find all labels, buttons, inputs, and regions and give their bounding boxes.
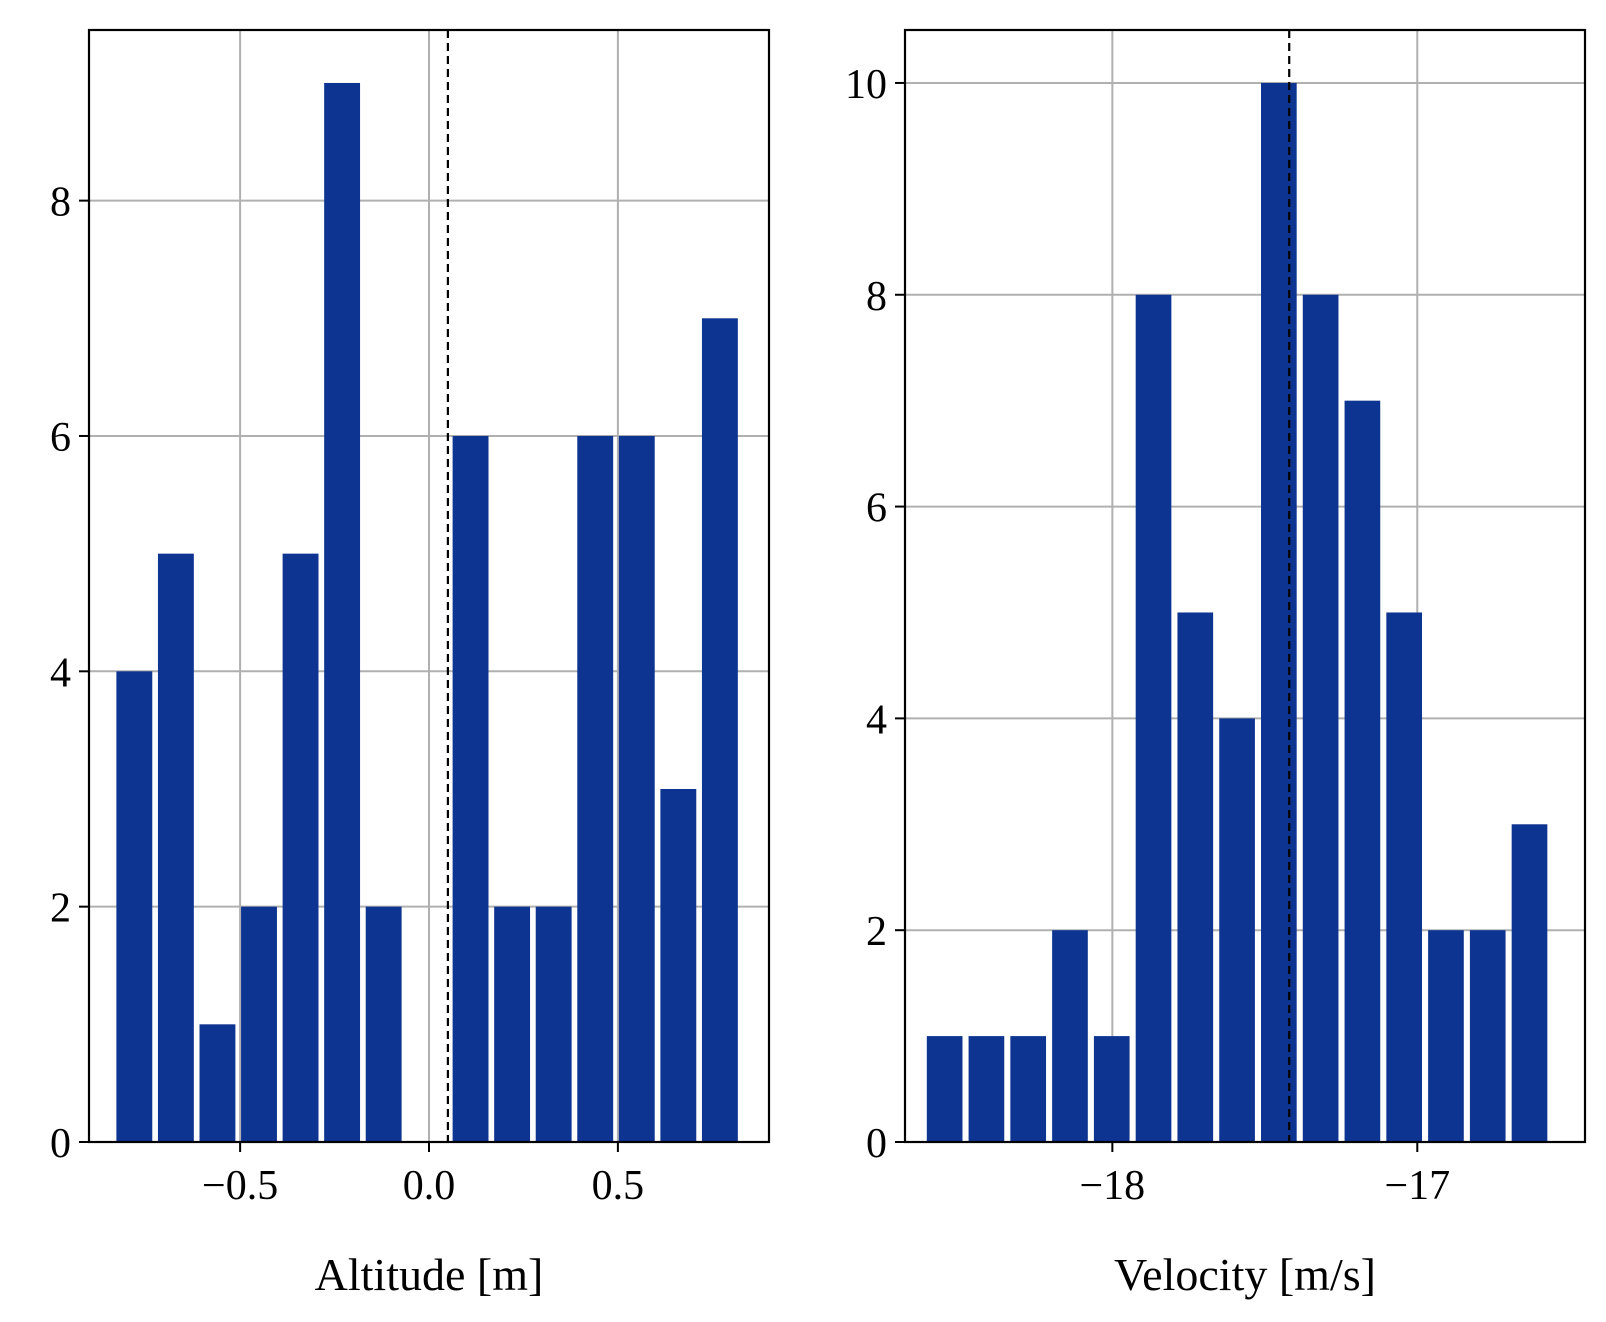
altitude-bar xyxy=(660,788,697,1142)
velocity-bar xyxy=(1469,930,1506,1142)
altitude-bar xyxy=(701,318,738,1143)
velocity-bar xyxy=(1093,1036,1130,1142)
velocity-x-tick-label: −17 xyxy=(1384,1163,1450,1209)
altitude-bar xyxy=(452,435,489,1142)
velocity-bar xyxy=(1052,930,1088,1142)
altitude-y-tick-label: 6 xyxy=(50,415,71,461)
velocity-x-axis-label: Velocity [m/s] xyxy=(1114,1249,1376,1300)
altitude-bar xyxy=(365,906,402,1142)
velocity-bar xyxy=(1135,294,1172,1142)
altitude-bar xyxy=(199,1024,236,1142)
velocity-axes-frame xyxy=(903,28,1587,1144)
altitude-y-tick-label: 4 xyxy=(50,650,71,696)
velocity-y-tick-label: 6 xyxy=(866,486,887,532)
velocity-x-tick-label: −18 xyxy=(1080,1163,1146,1209)
velocity-bar xyxy=(1010,1036,1047,1142)
velocity-bar xyxy=(1428,930,1464,1142)
altitude-bar xyxy=(494,906,531,1142)
altitude-bar xyxy=(618,435,655,1142)
altitude-y-tick-label: 8 xyxy=(50,180,71,226)
velocity-bar xyxy=(926,1036,963,1142)
altitude-x-tick-label: 0.0 xyxy=(403,1163,456,1209)
velocity-y-tick-label: 10 xyxy=(845,62,887,108)
altitude-bar xyxy=(324,82,361,1142)
velocity-bar xyxy=(1219,718,1255,1142)
altitude-bar xyxy=(116,671,153,1142)
velocity-bar xyxy=(1386,612,1423,1142)
velocity-y-tick-label: 4 xyxy=(866,697,887,743)
altitude-bar xyxy=(535,906,572,1142)
altitude-y-tick-label: 0 xyxy=(50,1121,71,1167)
altitude-x-tick-label: −0.5 xyxy=(202,1163,278,1209)
altitude-x-axis-label: Altitude [m] xyxy=(315,1249,544,1300)
velocity-bar xyxy=(968,1036,1005,1142)
altitude-y-tick-label: 2 xyxy=(50,886,71,932)
altitude-x-tick-label: 0.5 xyxy=(592,1163,645,1209)
velocity-bar xyxy=(1177,612,1214,1142)
velocity-bar xyxy=(1261,82,1297,1142)
velocity-bar xyxy=(1302,294,1339,1142)
velocity-y-tick-label: 8 xyxy=(866,274,887,320)
velocity-bar xyxy=(1344,400,1381,1143)
altitude-bar xyxy=(577,435,614,1142)
altitude-bar xyxy=(157,553,194,1142)
altitude-bar xyxy=(282,553,319,1142)
altitude-histogram-panel: −0.5 0.0 0.5 0 2 4 6 8 Altitude [m] xyxy=(50,28,771,1300)
velocity-histogram-panel: −18 −17 0 2 4 6 8 10 Velocity [m/s] xyxy=(845,28,1587,1300)
velocity-y-tick-label: 2 xyxy=(866,909,887,955)
velocity-bar xyxy=(1511,824,1548,1142)
velocity-y-tick-label: 0 xyxy=(866,1121,887,1167)
altitude-bar xyxy=(241,906,277,1142)
